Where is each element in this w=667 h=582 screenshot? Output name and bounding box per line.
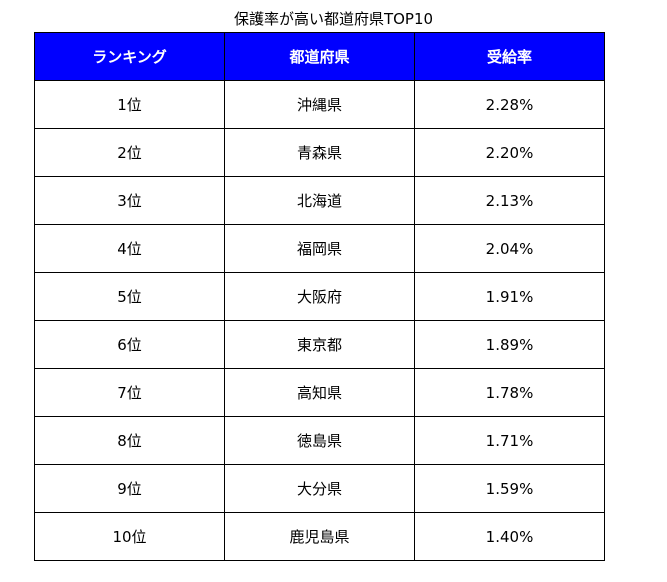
rank-cell: 2位 [34, 128, 225, 177]
header-row: ランキング 都道府県 受給率 [34, 32, 605, 81]
rank-cell: 9位 [34, 464, 225, 513]
header-prefecture: 都道府県 [224, 32, 415, 81]
rank-cell: 4位 [34, 224, 225, 273]
table-row: 5位 大阪府 1.91% [34, 272, 605, 321]
table-row: 3位 北海道 2.13% [34, 176, 605, 225]
prefecture-cell: 大分県 [224, 464, 415, 513]
rank-cell: 7位 [34, 368, 225, 417]
rank-cell: 6位 [34, 320, 225, 369]
prefecture-cell: 沖縄県 [224, 80, 415, 129]
header-ranking: ランキング [34, 32, 225, 81]
prefecture-cell: 青森県 [224, 128, 415, 177]
prefecture-cell: 北海道 [224, 176, 415, 225]
prefecture-cell: 鹿児島県 [224, 512, 415, 561]
rank-cell: 3位 [34, 176, 225, 225]
rate-cell: 2.20% [414, 128, 605, 177]
rate-cell: 2.28% [414, 80, 605, 129]
rate-cell: 1.91% [414, 272, 605, 321]
rate-cell: 1.71% [414, 416, 605, 465]
table-row: 9位 大分県 1.59% [34, 464, 605, 513]
table-row: 10位 鹿児島県 1.40% [34, 512, 605, 561]
prefecture-cell: 福岡県 [224, 224, 415, 273]
prefecture-cell: 東京都 [224, 320, 415, 369]
header-rate: 受給率 [414, 32, 605, 81]
rank-cell: 10位 [34, 512, 225, 561]
table-title: 保護率が高い都道府県TOP10 [233, 10, 434, 28]
rate-cell: 1.78% [414, 368, 605, 417]
table-row: 6位 東京都 1.89% [34, 320, 605, 369]
rate-cell: 1.89% [414, 320, 605, 369]
table-row: 2位 青森県 2.20% [34, 128, 605, 177]
rank-cell: 1位 [34, 80, 225, 129]
table-row: 1位 沖縄県 2.28% [34, 80, 605, 129]
rate-cell: 1.59% [414, 464, 605, 513]
ranking-table: ランキング 都道府県 受給率 1位 沖縄県 2.28% 2位 青森県 2.20%… [34, 32, 605, 561]
rate-cell: 1.40% [414, 512, 605, 561]
prefecture-cell: 徳島県 [224, 416, 415, 465]
prefecture-cell: 大阪府 [224, 272, 415, 321]
prefecture-cell: 高知県 [224, 368, 415, 417]
table-row: 4位 福岡県 2.04% [34, 224, 605, 273]
rate-cell: 2.13% [414, 176, 605, 225]
rate-cell: 2.04% [414, 224, 605, 273]
table-row: 7位 高知県 1.78% [34, 368, 605, 417]
rank-cell: 5位 [34, 272, 225, 321]
table-row: 8位 徳島県 1.71% [34, 416, 605, 465]
rank-cell: 8位 [34, 416, 225, 465]
